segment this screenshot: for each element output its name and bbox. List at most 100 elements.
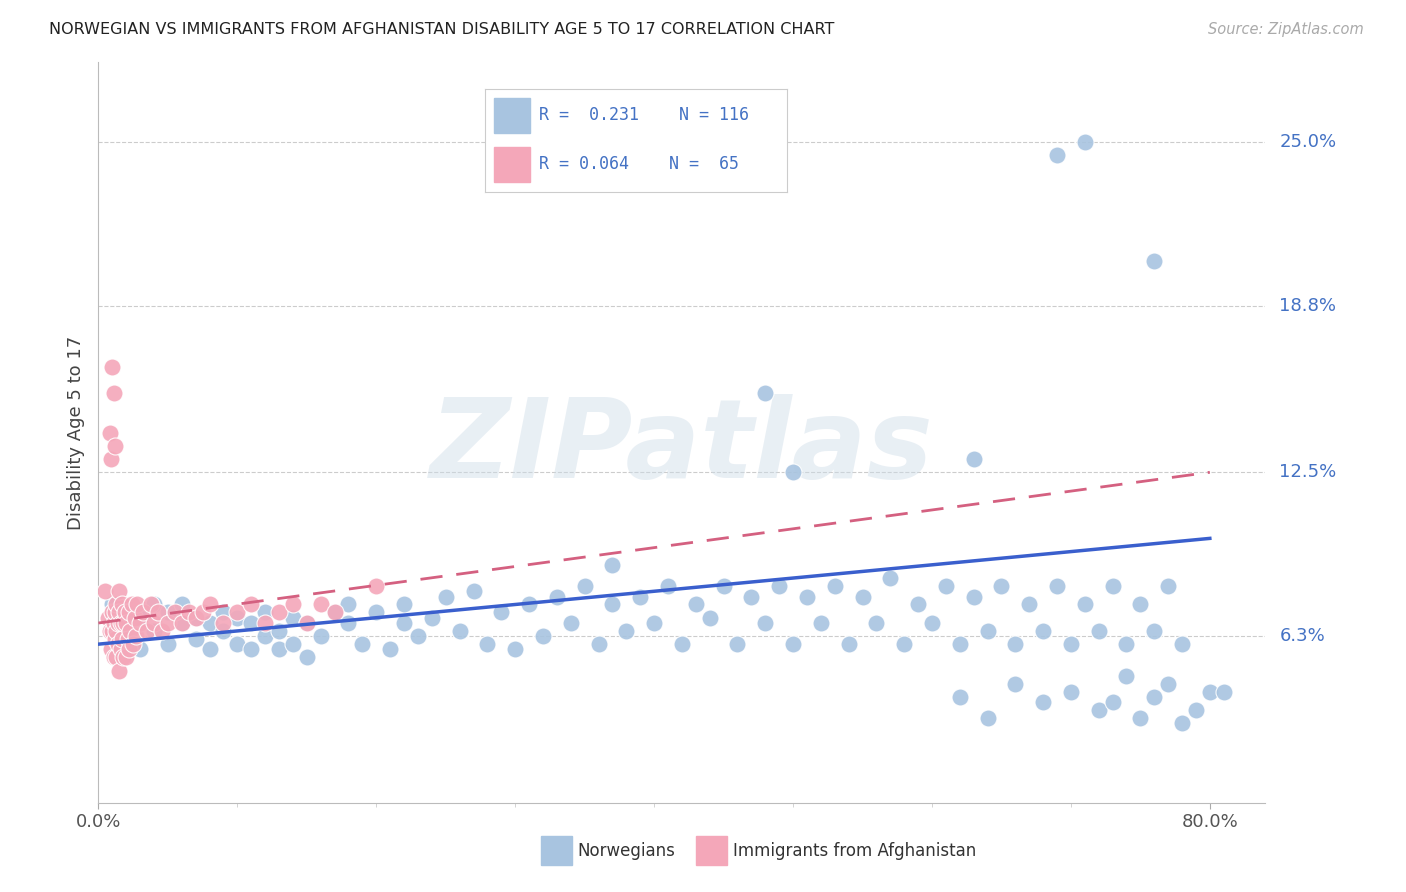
Point — [1074, 598, 1097, 612]
Point — [1212, 685, 1234, 699]
Point — [156, 606, 179, 620]
Point — [517, 598, 540, 612]
Point — [1129, 711, 1152, 725]
Point — [156, 637, 179, 651]
Point — [1032, 695, 1054, 709]
Point — [1143, 253, 1166, 268]
Point — [782, 465, 804, 479]
Point — [531, 629, 554, 643]
Point — [949, 637, 972, 651]
Point — [491, 606, 513, 620]
Point — [1115, 669, 1137, 683]
Point — [163, 606, 186, 620]
Point — [657, 579, 679, 593]
Text: 25.0%: 25.0% — [1279, 133, 1337, 151]
Point — [184, 610, 207, 624]
Point — [146, 606, 169, 620]
Y-axis label: Disability Age 5 to 17: Disability Age 5 to 17 — [66, 335, 84, 530]
Point — [198, 598, 221, 612]
Point — [1004, 637, 1026, 651]
Point — [1074, 135, 1097, 149]
Point — [143, 615, 166, 630]
Point — [1171, 716, 1194, 731]
Point — [1060, 637, 1083, 651]
Point — [754, 386, 776, 401]
Point — [114, 606, 136, 620]
Point — [191, 606, 214, 620]
Point — [824, 579, 846, 593]
Point — [1143, 690, 1166, 704]
Point — [101, 615, 124, 630]
Point — [699, 610, 721, 624]
Point — [118, 606, 141, 620]
Point — [392, 615, 415, 630]
Point — [170, 615, 193, 630]
Point — [463, 584, 485, 599]
Text: 6.3%: 6.3% — [1279, 627, 1324, 645]
Point — [1087, 703, 1109, 717]
Point — [1198, 685, 1220, 699]
Point — [949, 690, 972, 704]
Text: NORWEGIAN VS IMMIGRANTS FROM AFGHANISTAN DISABILITY AGE 5 TO 17 CORRELATION CHAR: NORWEGIAN VS IMMIGRANTS FROM AFGHANISTAN… — [49, 22, 835, 37]
Point — [1101, 695, 1123, 709]
Point — [112, 615, 135, 630]
Point — [713, 579, 735, 593]
Point — [865, 615, 887, 630]
Point — [907, 598, 929, 612]
Bar — [494, 146, 530, 181]
Point — [366, 579, 388, 593]
Point — [921, 615, 943, 630]
Point — [434, 590, 457, 604]
Point — [267, 642, 290, 657]
Point — [323, 606, 346, 620]
Point — [281, 598, 304, 612]
Point — [240, 598, 263, 612]
Point — [170, 598, 193, 612]
Point — [98, 624, 121, 638]
Point — [1101, 579, 1123, 593]
Point — [108, 664, 131, 678]
Point — [628, 590, 651, 604]
Point — [105, 598, 128, 612]
Point — [240, 642, 263, 657]
Point — [117, 632, 139, 646]
Point — [107, 637, 129, 651]
Point — [449, 624, 471, 638]
Point — [990, 579, 1012, 593]
Point — [685, 598, 707, 612]
Point — [267, 606, 290, 620]
Point — [281, 637, 304, 651]
Point — [129, 610, 152, 624]
Point — [98, 425, 121, 440]
Bar — [494, 98, 530, 133]
Point — [337, 598, 360, 612]
Point — [125, 629, 148, 643]
Point — [107, 615, 129, 630]
Point — [602, 598, 624, 612]
Point — [851, 590, 873, 604]
Point — [976, 624, 998, 638]
Point — [120, 624, 142, 638]
Text: ZIPatlas: ZIPatlas — [430, 394, 934, 501]
Point — [115, 615, 138, 630]
Point — [105, 624, 128, 638]
Point — [103, 615, 125, 630]
Point — [281, 610, 304, 624]
Point — [1157, 579, 1180, 593]
Point — [1060, 685, 1083, 699]
Point — [671, 637, 693, 651]
Point — [108, 606, 131, 620]
Point — [392, 598, 415, 612]
Point — [226, 606, 249, 620]
Point — [184, 610, 207, 624]
Point — [782, 637, 804, 651]
Point — [198, 615, 221, 630]
Point — [352, 637, 374, 651]
Point — [503, 642, 526, 657]
Point — [295, 615, 318, 630]
Point — [112, 650, 135, 665]
Point — [226, 637, 249, 651]
Point — [100, 642, 122, 657]
Point — [100, 452, 122, 467]
Point — [177, 606, 200, 620]
